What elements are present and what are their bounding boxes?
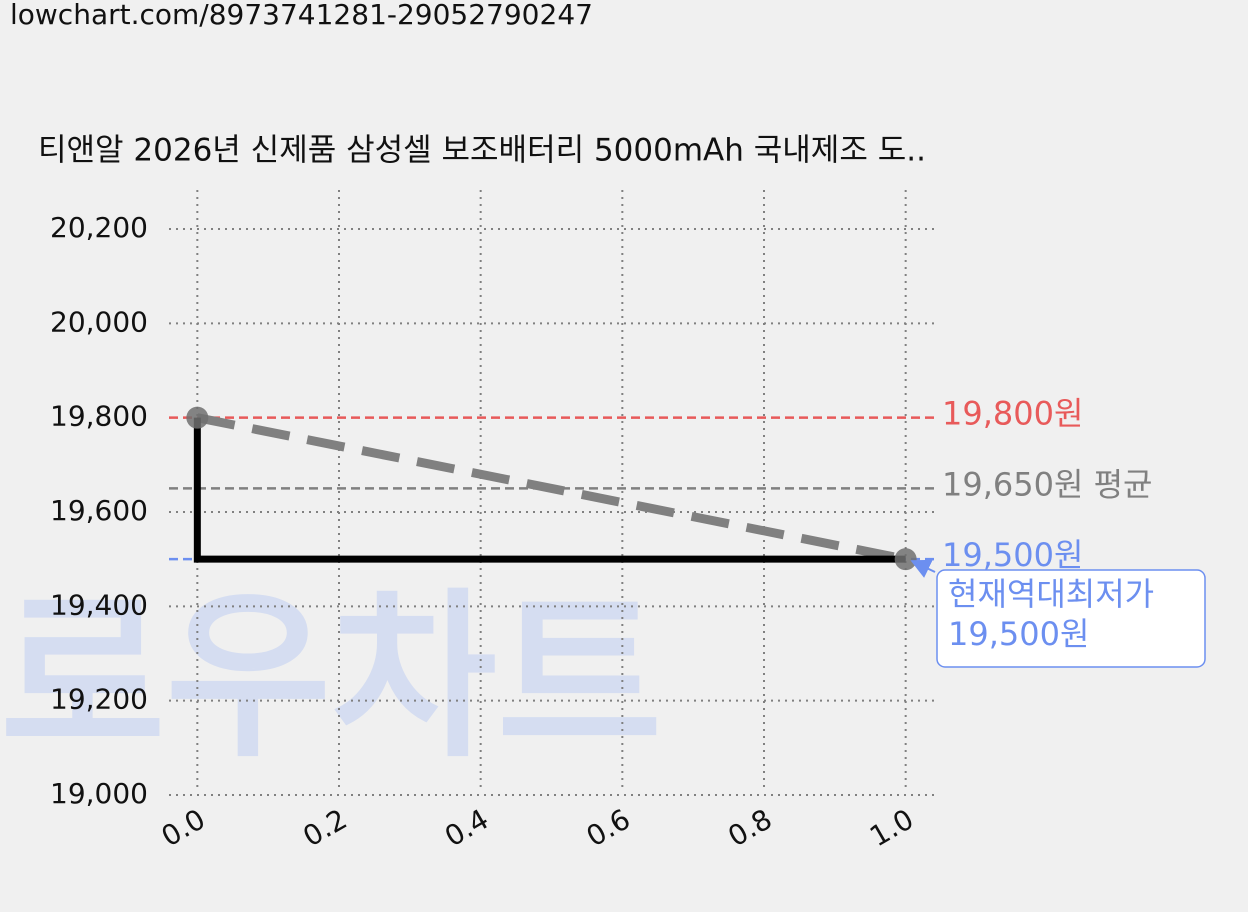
reference-label: 19,500원 <box>942 536 1083 574</box>
x-tick-label: 0.4 <box>439 802 494 853</box>
annotation-box <box>936 569 1206 668</box>
y-tick-label: 19,800 <box>50 400 148 433</box>
url: lowchart.com/8973741281-29052790247 <box>10 0 593 31</box>
y-tick-label: 20,000 <box>50 305 148 338</box>
reference-label: 19,650원 평균 <box>942 465 1152 503</box>
x-tick-label: 0.0 <box>156 802 211 853</box>
y-tick-label: 19,600 <box>50 494 148 527</box>
x-tick-label: 0.8 <box>722 802 777 853</box>
x-tick-label: 1.0 <box>864 802 919 853</box>
chart-title: 티앤알 2026년 신제품 삼성셀 보조배터리 5000mAh 국내제조 도.. <box>38 133 926 169</box>
x-tick-label: 0.2 <box>297 802 352 853</box>
x-tick-label: 0.6 <box>581 802 636 853</box>
y-tick-label: 20,200 <box>50 211 148 244</box>
watermark: 로우차트 <box>0 573 662 782</box>
annotation-text: 현재역대최저가 <box>948 575 1154 613</box>
price-line <box>193 417 906 563</box>
annotation-arrow <box>910 559 936 578</box>
trend-line <box>196 413 907 564</box>
y-tick-label: 19,000 <box>50 777 148 810</box>
reference-label: 19,800원 <box>942 395 1083 433</box>
point <box>186 406 209 429</box>
annotation-text: 19,500원 <box>948 615 1089 653</box>
y-tick-label: 19,200 <box>50 683 148 716</box>
point <box>894 548 917 571</box>
y-tick-label: 19,400 <box>50 588 148 621</box>
